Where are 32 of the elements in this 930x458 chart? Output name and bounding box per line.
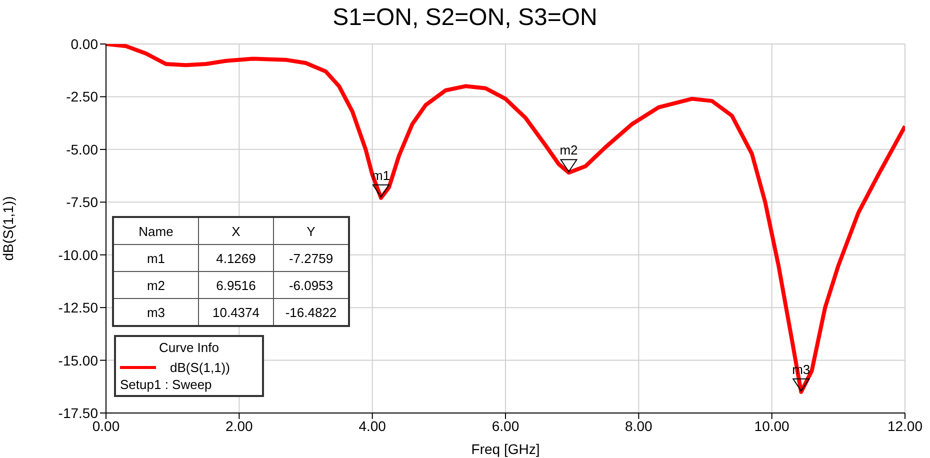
y-tick-label: -12.50	[58, 300, 98, 316]
annotation: 6.9516	[198, 272, 274, 298]
x-tick-label: 8.00	[625, 418, 653, 434]
y-axis-title: dB(S(1,1))	[0, 196, 16, 261]
annotation: 4.1269	[198, 244, 274, 272]
annotation: Name	[113, 217, 198, 244]
x-tick-label: 10.00	[754, 418, 790, 434]
y-tick-label: 0.00	[70, 36, 98, 52]
annotation: m2	[560, 142, 578, 158]
y-tick-label: -10.00	[58, 246, 98, 263]
annotation: X	[198, 217, 274, 244]
x-tick-label: 12.00	[887, 418, 923, 434]
annotation: -7.2759	[274, 244, 349, 272]
y-tick-label: -7.50	[66, 194, 98, 210]
annotation: 10.4374	[198, 298, 274, 326]
annotation: m3	[113, 298, 198, 326]
legend-label: dB(S(1,1))	[170, 360, 230, 375]
annotation: Setup1 : Sweep	[119, 377, 213, 394]
annotation: m2	[113, 272, 198, 298]
x-axis-title: Freq [GHz]	[471, 441, 540, 457]
y-tick-label: -2.50	[66, 88, 98, 105]
annotation: -16.4822	[274, 298, 349, 326]
annotation: Y	[274, 217, 349, 244]
x-tick-label: 6.00	[492, 418, 520, 434]
x-tick-label: 4.00	[358, 418, 386, 434]
annotation: -6.0953	[274, 272, 349, 298]
chart-title: S1=ON, S2=ON, S3=ON	[332, 4, 598, 32]
annotation: m1	[113, 244, 198, 272]
y-tick-label: -5.00	[66, 141, 98, 158]
x-tick-label: 2.00	[226, 418, 254, 434]
y-tick-label: -15.00	[58, 352, 98, 368]
legend-title: Curve Info	[158, 339, 220, 357]
